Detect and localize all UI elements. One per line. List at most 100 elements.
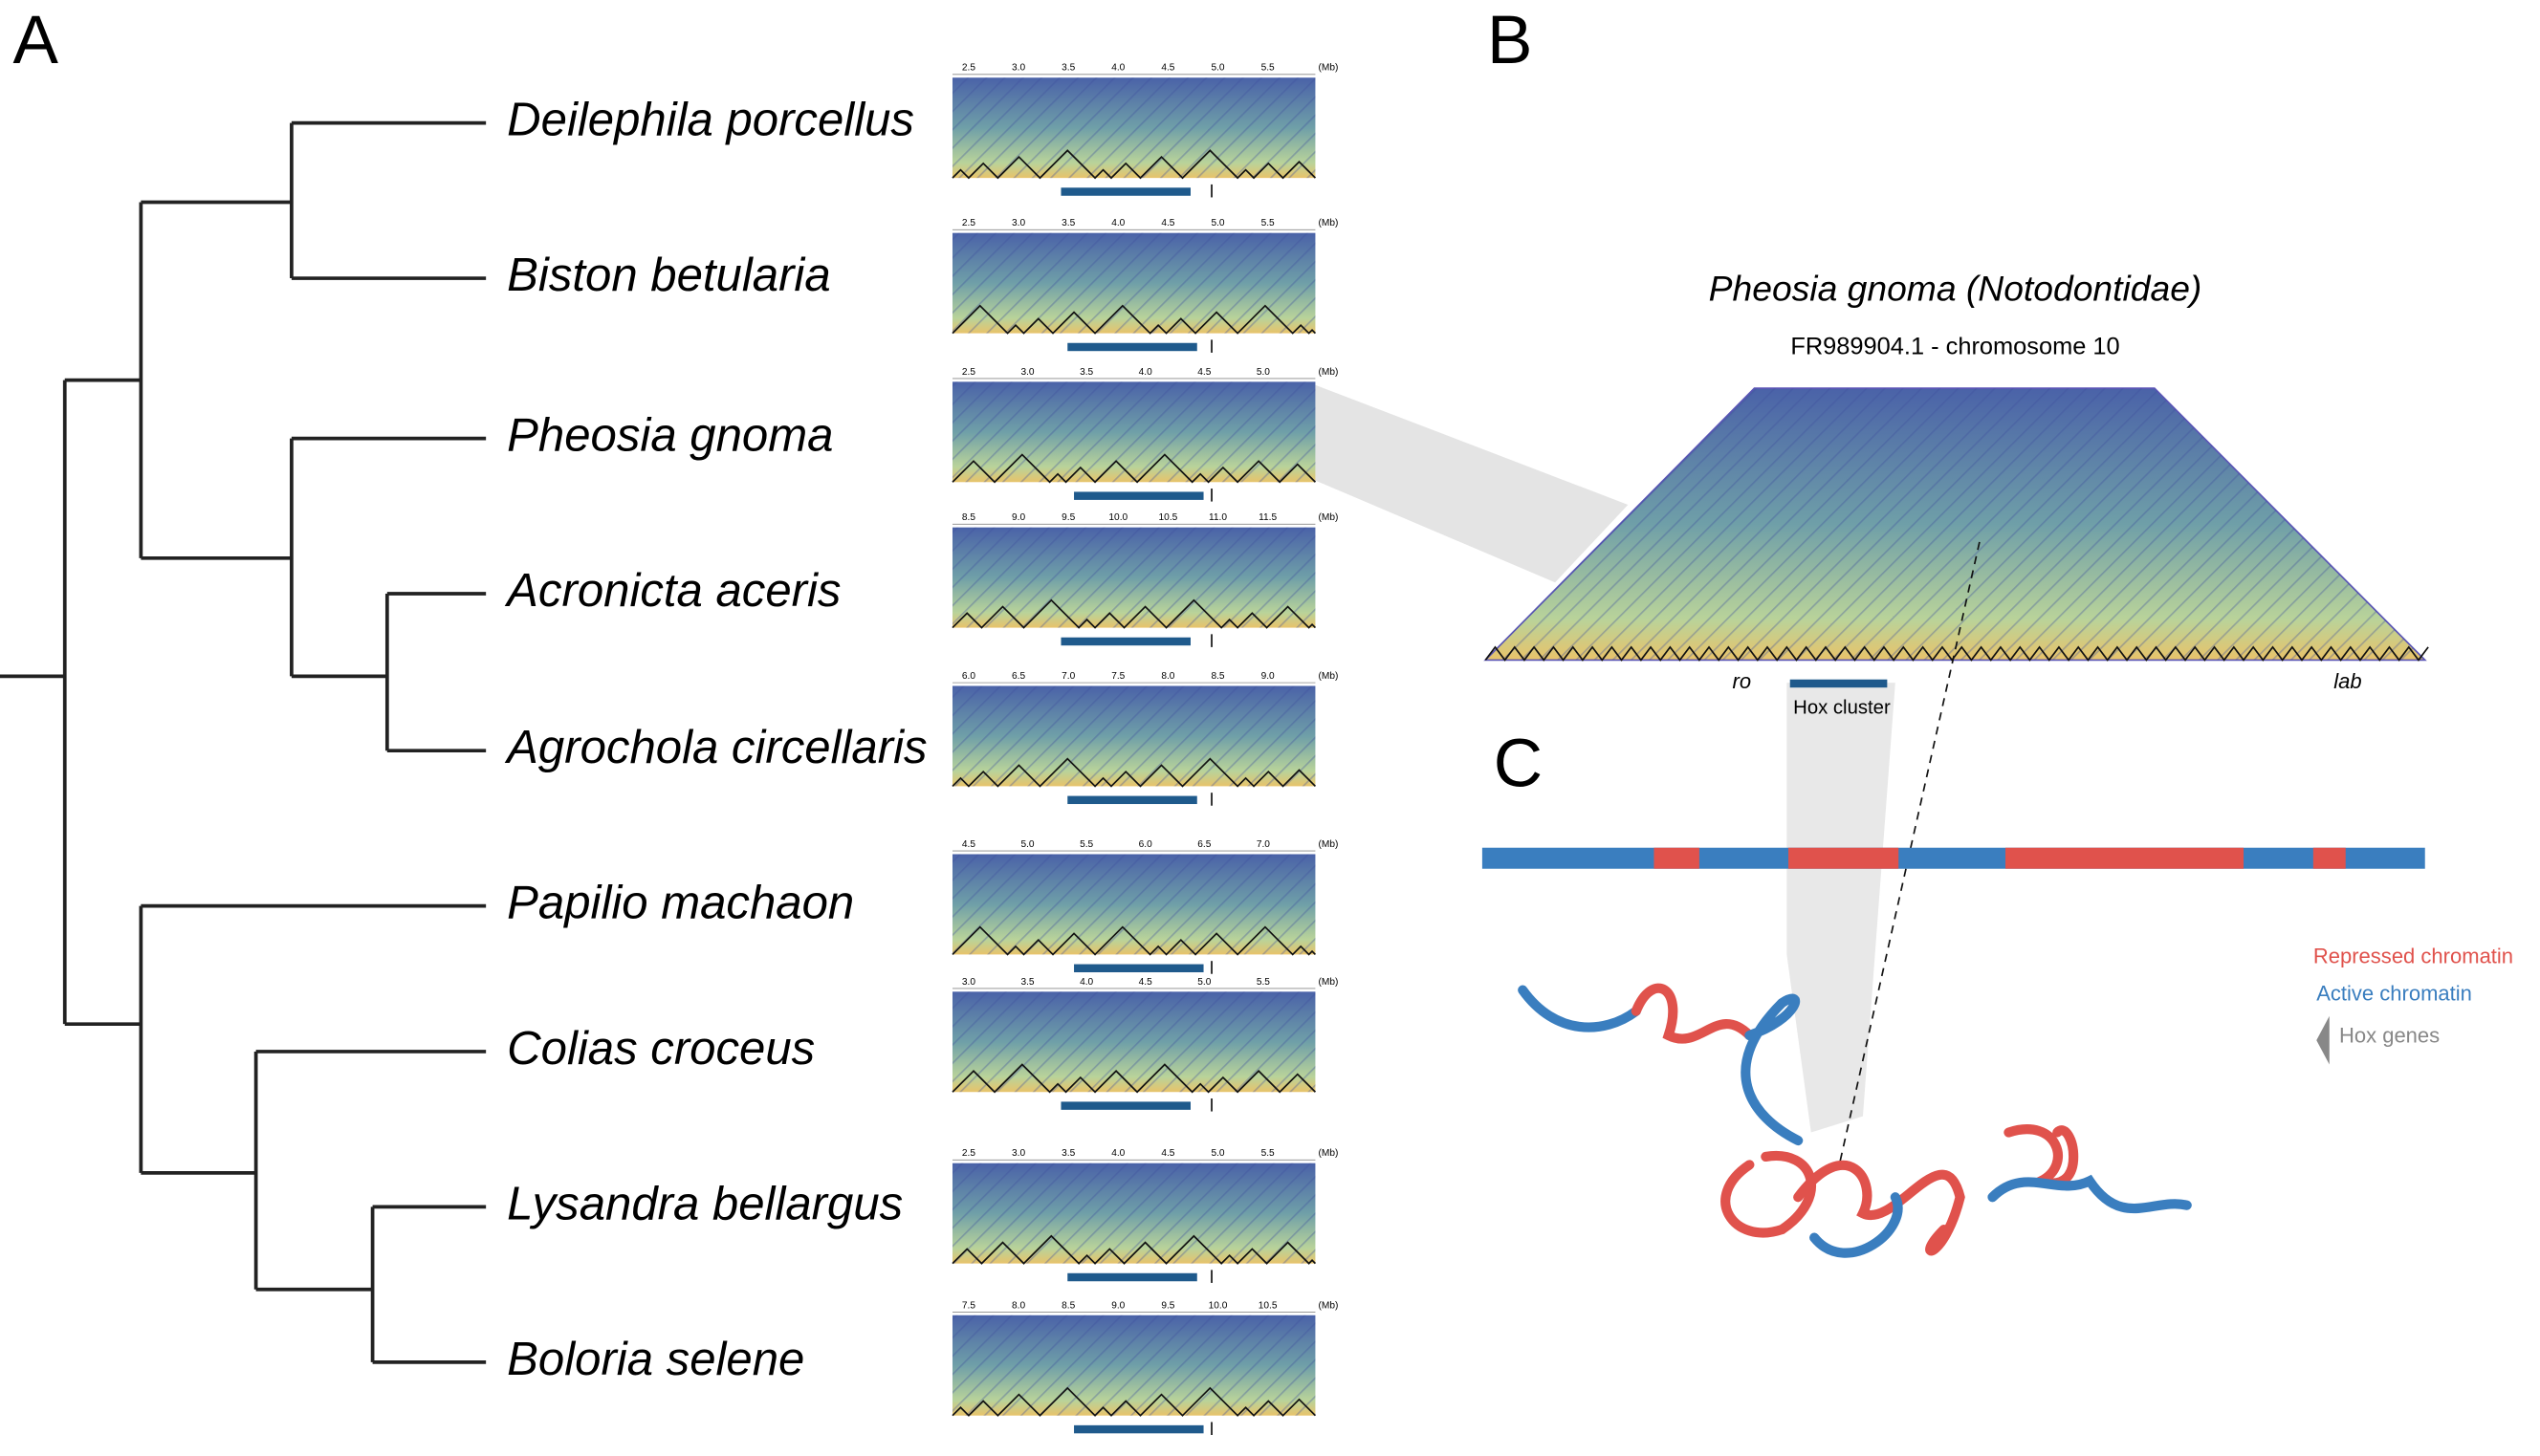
tick-label: 5.5 bbox=[1261, 218, 1275, 228]
tick-label: 2.5 bbox=[962, 218, 975, 228]
panel-label: A bbox=[13, 3, 59, 78]
tick-label: 4.5 bbox=[1161, 63, 1174, 74]
legend-repressed: Repressed chromatin bbox=[2313, 945, 2513, 968]
tick-label: 3.5 bbox=[1062, 218, 1075, 228]
phylogeny bbox=[0, 120, 487, 1364]
tick-label: 5.5 bbox=[1080, 839, 1093, 850]
tad-triangles bbox=[952, 453, 1317, 484]
hic-texture bbox=[952, 991, 1316, 1093]
tick-label: 5.5 bbox=[1257, 977, 1270, 988]
hic-texture bbox=[952, 527, 1316, 628]
tick-label: 2.5 bbox=[962, 1148, 975, 1159]
tick-label: 4.0 bbox=[1111, 218, 1125, 228]
tick-label: 8.0 bbox=[1012, 1300, 1025, 1311]
hic-texture bbox=[952, 1163, 1316, 1264]
tick-label: 8.5 bbox=[962, 512, 975, 523]
b-subtitle: FR989904.1 - chromosome 10 bbox=[1790, 334, 2119, 360]
tad-triangles bbox=[952, 304, 1317, 335]
tick-label: 3.5 bbox=[1062, 1148, 1075, 1159]
tick-label: 4.5 bbox=[1139, 977, 1152, 988]
tick-label: 2.5 bbox=[962, 63, 975, 74]
legend-hox: Hox genes bbox=[2339, 1024, 2440, 1048]
tick-label: (Mb) bbox=[1319, 218, 1339, 228]
hox-arrow bbox=[1067, 1272, 1197, 1282]
tick-label: 6.5 bbox=[1012, 671, 1025, 682]
tad-triangles bbox=[952, 598, 1317, 629]
species-name: Agrochola circellaris bbox=[504, 722, 927, 773]
tick-label: 5.0 bbox=[1197, 977, 1211, 988]
tick-label: 11.0 bbox=[1209, 512, 1227, 523]
species-name: Papilio machaon bbox=[507, 878, 854, 929]
tick-label: 9.5 bbox=[1062, 512, 1075, 523]
tad-triangles bbox=[1484, 645, 2429, 662]
species-name: Colias croceus bbox=[507, 1023, 815, 1075]
tad-triangles bbox=[952, 757, 1317, 788]
tick-label: 8.5 bbox=[1211, 671, 1224, 682]
gene-label: lab bbox=[2333, 669, 2361, 693]
hic-texture bbox=[952, 77, 1316, 179]
tad-triangles bbox=[952, 1063, 1317, 1094]
tick-label: (Mb) bbox=[1319, 1148, 1339, 1159]
hox-arrow bbox=[1067, 795, 1197, 805]
hic-texture bbox=[952, 381, 1316, 483]
tick-label: 8.0 bbox=[1161, 671, 1174, 682]
tick-label: 10.0 bbox=[1108, 512, 1128, 523]
tick-label: 9.0 bbox=[1012, 512, 1025, 523]
tick-label: 3.0 bbox=[1012, 1148, 1025, 1159]
tick-label: 3.5 bbox=[1020, 977, 1034, 988]
tick-label: 6.0 bbox=[1139, 839, 1152, 850]
tad-triangles bbox=[952, 1234, 1317, 1265]
tad-triangles bbox=[952, 1386, 1317, 1417]
hox-arrow bbox=[1061, 1101, 1191, 1110]
hic-texture bbox=[1485, 388, 2425, 661]
tick-label: 6.5 bbox=[1197, 839, 1211, 850]
tick-label: 4.5 bbox=[1161, 1148, 1174, 1159]
tick-label: 10.5 bbox=[1159, 512, 1178, 523]
tick-label: 5.5 bbox=[1261, 1148, 1275, 1159]
tick-label: 8.5 bbox=[1062, 1300, 1075, 1311]
chromatin-3d bbox=[1518, 983, 2192, 1258]
legend-active: Active chromatin bbox=[2316, 982, 2472, 1006]
species-name: Biston betularia bbox=[507, 250, 830, 301]
tick-label: 5.0 bbox=[1020, 839, 1034, 850]
hox-arrow bbox=[1074, 964, 1204, 973]
species-name: Deilephila porcellus bbox=[507, 95, 914, 146]
chromatin-bar bbox=[1481, 847, 2425, 869]
panel-label: C bbox=[1494, 727, 1543, 802]
hox-band bbox=[1786, 683, 1895, 1133]
hox-arrow bbox=[1789, 679, 1888, 688]
tick-label: 4.0 bbox=[1139, 367, 1152, 378]
tick-label: (Mb) bbox=[1319, 839, 1339, 850]
tick-label: 2.5 bbox=[962, 367, 975, 378]
tick-label: 6.0 bbox=[962, 671, 975, 682]
tick-label: 5.5 bbox=[1261, 63, 1275, 74]
hox-arrow bbox=[1074, 1424, 1204, 1434]
tick-label: 11.5 bbox=[1259, 512, 1277, 523]
hox-arrow bbox=[1061, 637, 1191, 646]
panel-label: B bbox=[1487, 3, 1532, 78]
tick-label: (Mb) bbox=[1319, 63, 1339, 74]
tick-label: 4.0 bbox=[1080, 977, 1093, 988]
tick-label: 3.0 bbox=[1020, 367, 1034, 378]
species-name: Acronicta aceris bbox=[504, 565, 841, 617]
tick-label: (Mb) bbox=[1319, 671, 1339, 682]
tick-label: 9.0 bbox=[1261, 671, 1275, 682]
tick-label: 5.0 bbox=[1211, 63, 1224, 74]
tick-label: 5.0 bbox=[1211, 1148, 1224, 1159]
tick-label: 3.0 bbox=[962, 977, 975, 988]
species-name: Boloria selene bbox=[507, 1334, 804, 1385]
hic-texture bbox=[952, 1315, 1316, 1416]
tick-label: 5.0 bbox=[1257, 367, 1270, 378]
tick-label: 7.0 bbox=[1257, 839, 1270, 850]
tick-label: 4.5 bbox=[962, 839, 975, 850]
tick-label: 7.5 bbox=[1111, 671, 1125, 682]
zoom-band bbox=[1315, 384, 1629, 583]
tick-label: 3.0 bbox=[1012, 218, 1025, 228]
tick-label: (Mb) bbox=[1319, 1300, 1339, 1311]
tick-label: 3.5 bbox=[1080, 367, 1093, 378]
tad-triangles bbox=[952, 925, 1317, 956]
b-title: Pheosia gnoma (Notodontidae) bbox=[1709, 268, 2202, 308]
hox-arrow bbox=[1074, 491, 1204, 500]
hic-texture bbox=[952, 685, 1316, 787]
